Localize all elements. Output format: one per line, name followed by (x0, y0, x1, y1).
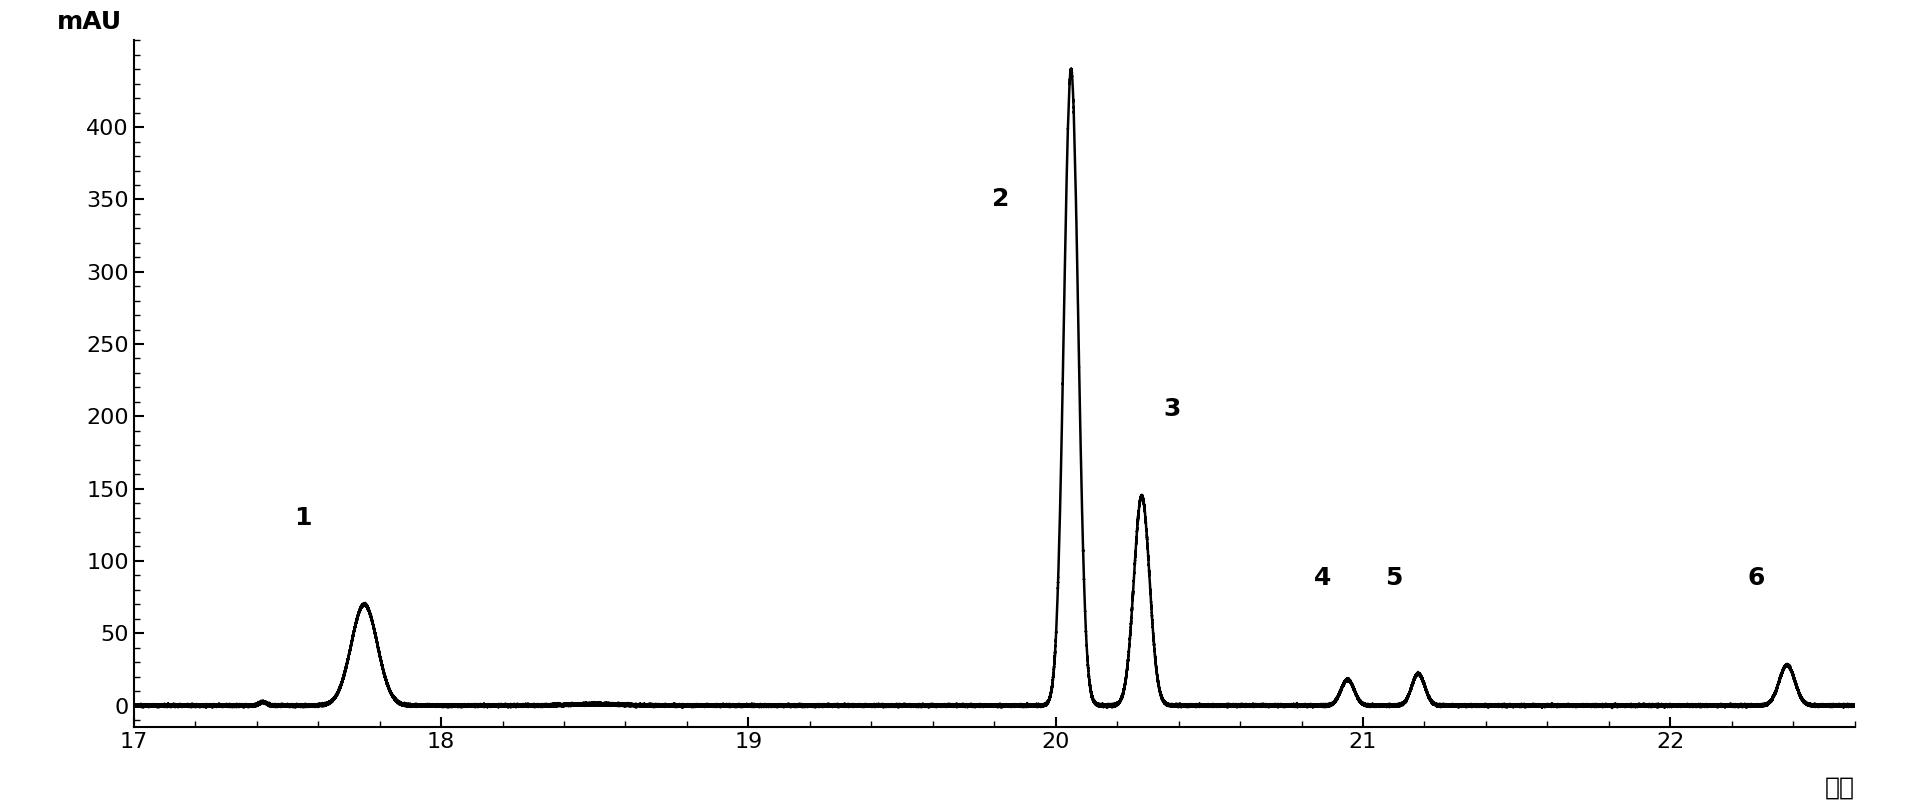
Text: 分钟: 分钟 (1824, 776, 1855, 799)
Text: 5: 5 (1384, 566, 1401, 591)
Text: 3: 3 (1164, 397, 1182, 421)
Text: 1: 1 (294, 506, 312, 529)
Text: mAU: mAU (57, 10, 122, 33)
Text: 6: 6 (1748, 566, 1765, 591)
Text: 2: 2 (992, 187, 1010, 212)
Text: 4: 4 (1314, 566, 1333, 591)
